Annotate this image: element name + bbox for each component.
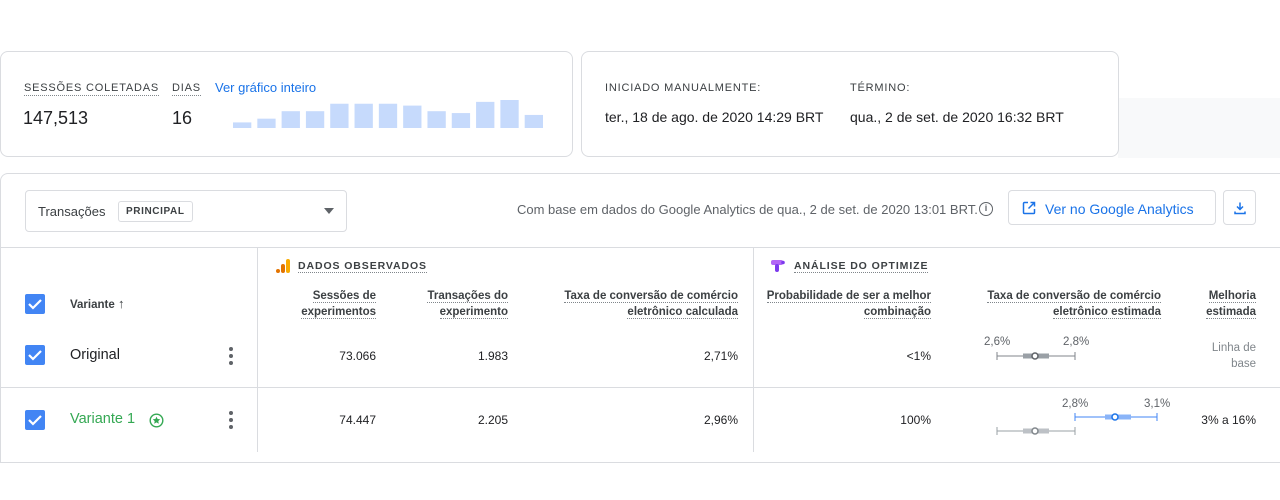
- probability-value: 100%: [900, 413, 931, 427]
- sparkline-bar: [427, 111, 446, 128]
- sparkline-bar: [524, 114, 543, 128]
- variant-name: Original: [70, 347, 120, 363]
- range-low-label: 2,6%: [984, 336, 1011, 348]
- transactions-value: 1.983: [477, 349, 508, 363]
- row-checkbox-variant-1[interactable]: [25, 410, 45, 430]
- conversion-header-line2: eletrônico calculada: [627, 306, 738, 319]
- confidence-interval-bar: [1074, 413, 1158, 421]
- days-value: 16: [172, 108, 193, 128]
- view-in-analytics-button[interactable]: Ver no Google Analytics: [1008, 190, 1216, 225]
- column-divider-observed: [257, 247, 258, 452]
- primary-badge: PRINCIPAL: [118, 201, 193, 222]
- variant-header-label: Variante: [70, 299, 115, 311]
- improvement-header-line2: estimada: [1206, 306, 1256, 319]
- sparkline-bar: [500, 100, 519, 128]
- objective-select[interactable]: Transações PRINCIPAL: [25, 190, 347, 232]
- probability-column-header[interactable]: Probabilidade de ser a melhor combinação: [756, 288, 931, 320]
- sparkline-bar: [233, 122, 252, 128]
- sparkline-bar: [330, 103, 349, 128]
- variant-name: Variante 1: [70, 411, 136, 427]
- improvement-baseline: Linha de base: [1181, 340, 1256, 372]
- sparkline-bar: [476, 101, 495, 128]
- google-analytics-icon: [276, 259, 290, 273]
- probability-header-line1: Probabilidade de ser a melhor: [766, 290, 931, 303]
- range-high-label: 3,1%: [1144, 398, 1171, 410]
- baseline-line2: base: [1231, 358, 1256, 370]
- probability-value: <1%: [906, 349, 931, 363]
- objective-select-value: Transações: [38, 204, 106, 219]
- optimize-analysis-section: ANÁLISE DO OPTIMIZE: [794, 260, 929, 273]
- full-chart-link[interactable]: Ver gráfico inteiro: [215, 80, 317, 95]
- observed-data-section: DADOS OBSERVADOS: [298, 260, 427, 273]
- download-icon: [1234, 202, 1246, 215]
- conversion-rate-value: 2,96%: [703, 413, 738, 427]
- sessions-label: SESSÕES COLETADAS: [24, 82, 160, 96]
- check-icon: [28, 415, 42, 426]
- row-divider: [1, 387, 1280, 388]
- daily-sessions-sparkline: [233, 100, 543, 128]
- transactions-column-header[interactable]: Transações do experimento: [393, 288, 508, 320]
- started-value: ter., 18 de ago. de 2020 14:29 BRT: [605, 109, 824, 125]
- transactions-header-line2: experimento: [439, 306, 508, 319]
- page-background-strip: [1118, 98, 1280, 158]
- sparkline-bar: [378, 103, 398, 128]
- check-icon: [28, 299, 42, 310]
- end-label: TÉRMINO:: [850, 82, 911, 94]
- sessions-header-line2: experimentos: [301, 306, 376, 319]
- sessions-column-header[interactable]: Sessões de experimentos: [271, 288, 376, 320]
- sparkline-bar: [451, 113, 471, 128]
- end-value: qua., 2 de set. de 2020 16:32 BRT: [850, 109, 1064, 125]
- view-in-analytics-label: Ver no Google Analytics: [1045, 201, 1194, 217]
- sessions-value: 147,513: [23, 108, 89, 128]
- data-basis-text: Com base em dados do Google Analytics de…: [517, 202, 978, 217]
- improvement-header-line1: Melhoria: [1208, 290, 1256, 303]
- check-icon: [28, 350, 42, 361]
- baseline-interval-bar: [996, 427, 1076, 435]
- conversion-rate-column-header[interactable]: Taxa de conversão de comércio eletrônico…: [531, 288, 738, 320]
- improvement-value: 3% a 16%: [1201, 413, 1256, 427]
- days-label: DIAS: [172, 82, 201, 96]
- table-top-divider: [1, 247, 1280, 248]
- sessions-summary-card: SESSÕES COLETADAS 147,513 DIAS 16 Ver gr…: [0, 51, 573, 157]
- probability-header-line2: combinação: [863, 306, 931, 319]
- sparkline-bar: [281, 111, 300, 128]
- started-label: INICIADO MANUALMENTE:: [605, 82, 762, 94]
- more-options-icon[interactable]: [221, 410, 241, 430]
- more-options-icon[interactable]: [221, 346, 241, 366]
- estimated-rate-column-header[interactable]: Taxa de conversão de comércio eletrônico…: [956, 288, 1161, 320]
- range-low-label: 2,8%: [1062, 398, 1089, 410]
- sparkline-bar: [305, 111, 325, 128]
- range-high-label: 2,8%: [1063, 336, 1090, 348]
- dropdown-caret-icon: [324, 208, 334, 214]
- optimize-icon: [771, 260, 785, 272]
- baseline-line1: Linha de: [1211, 342, 1256, 354]
- select-all-checkbox[interactable]: [25, 294, 45, 314]
- sessions-value: 73.066: [339, 349, 376, 363]
- sessions-value: 74.447: [339, 413, 376, 427]
- sort-arrow-up-icon: ↑: [117, 296, 125, 311]
- sparkline-bar: [354, 103, 373, 128]
- info-icon[interactable]: i: [979, 202, 993, 216]
- open-external-icon: [1022, 201, 1036, 215]
- estimated-header-line1: Taxa de conversão de comércio: [987, 290, 1161, 303]
- report-table-card: Transações PRINCIPAL Com base em dados d…: [0, 173, 1280, 463]
- variant-column-header[interactable]: Variante ↑: [70, 296, 124, 311]
- transactions-header-line1: Transações do: [427, 290, 508, 303]
- winner-star-icon: [149, 413, 164, 428]
- conversion-rate-value: 2,71%: [703, 349, 738, 363]
- row-checkbox-original[interactable]: [25, 345, 45, 365]
- improvement-column-header[interactable]: Melhoria estimada: [1176, 288, 1256, 320]
- sparkline-bar: [257, 118, 276, 128]
- conversion-header-line1: Taxa de conversão de comércio: [564, 290, 738, 303]
- download-button[interactable]: [1223, 190, 1256, 225]
- sparkline-bar: [403, 105, 422, 128]
- experiment-dates-card: INICIADO MANUALMENTE: ter., 18 de ago. d…: [581, 51, 1119, 157]
- column-divider-optimize: [753, 247, 754, 452]
- sessions-header-line1: Sessões de: [312, 290, 376, 303]
- estimated-header-line2: eletrônico estimada: [1052, 306, 1161, 319]
- confidence-interval-bar: [996, 352, 1076, 360]
- transactions-value: 2.205: [477, 413, 508, 427]
